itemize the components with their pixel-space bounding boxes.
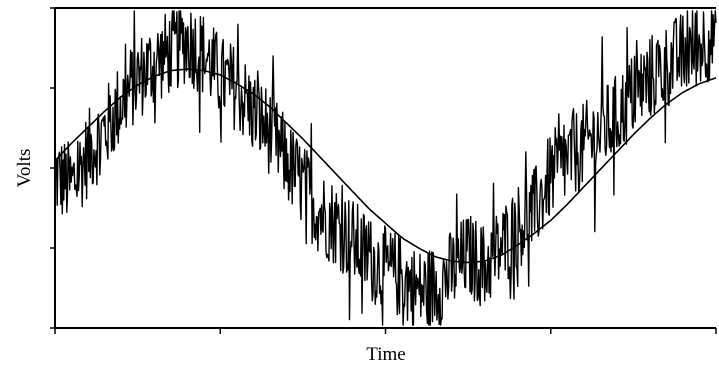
y-axis-ticks [50,7,55,329]
fitted-sine-line [54,68,717,264]
x-axis-label: Time [366,344,405,365]
noisy-signal-line [54,10,717,326]
y-axis-label: Volts [14,149,35,188]
x-axis-ticks [54,328,717,334]
